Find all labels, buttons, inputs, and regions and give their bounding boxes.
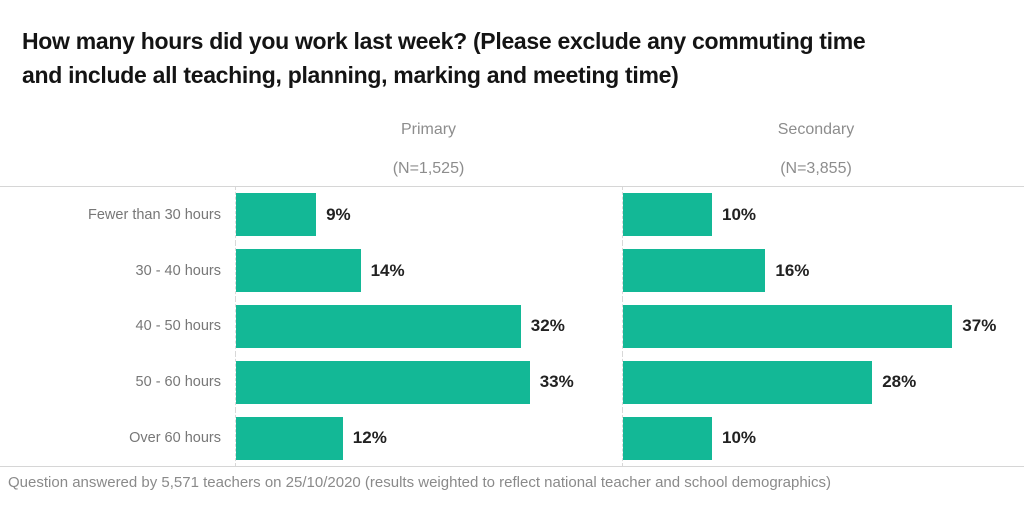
- secondary-panel-cell: 16%: [622, 242, 1010, 299]
- bar-row: Over 60 hours 12% 10%: [0, 410, 1024, 466]
- bar-chart: Fewer than 30 hours 9% 10% 30 - 40 hours 14%…: [0, 186, 1024, 467]
- bar-row: 30 - 40 hours 14% 16%: [0, 242, 1024, 299]
- footnote: Question answered by 5,571 teachers on 2…: [8, 474, 832, 491]
- bar-row: Fewer than 30 hours 9% 10%: [0, 187, 1024, 243]
- secondary-value-label: 16%: [775, 260, 810, 280]
- header-spacer: [0, 120, 235, 179]
- secondary-sample-size: (N=3,855): [780, 160, 852, 177]
- category-label: 30 - 40 hours: [135, 262, 221, 279]
- secondary-panel-cell: 28%: [622, 354, 1010, 411]
- primary-value-label: 33%: [539, 372, 574, 392]
- secondary-panel-cell: 10%: [622, 410, 1010, 466]
- primary-panel-cell: 33%: [235, 354, 622, 411]
- primary-bar: [236, 416, 343, 460]
- bar-row: 50 - 60 hours 33% 28%: [0, 354, 1024, 411]
- primary-value-label: 32%: [530, 316, 565, 336]
- category-label: 50 - 60 hours: [135, 374, 221, 391]
- primary-series-name: Primary: [400, 121, 457, 138]
- category-label: Fewer than 30 hours: [88, 206, 221, 223]
- primary-bar: [236, 249, 361, 293]
- column-headers: Primary (N=1,525) Secondary (N=3,855): [0, 120, 1024, 179]
- chart-title: How many hours did you work last week? (…: [22, 24, 1007, 92]
- primary-panel-cell: 12%: [235, 410, 622, 466]
- primary-sample-size: (N=1,525): [392, 160, 465, 177]
- secondary-value-label: 37%: [962, 316, 997, 336]
- secondary-bar: [623, 360, 873, 404]
- secondary-series-name: Secondary: [777, 121, 855, 138]
- secondary-value-label: 10%: [722, 204, 757, 224]
- chart-title-line-1: How many hours did you work last week? (…: [22, 28, 866, 54]
- secondary-bar: [623, 416, 712, 460]
- secondary-bar: [623, 193, 712, 237]
- primary-bar: [236, 304, 521, 348]
- category-label: Over 60 hours: [129, 430, 221, 447]
- primary-bar: [236, 193, 317, 237]
- bar-row: 40 - 50 hours 32% 37%: [0, 298, 1024, 355]
- secondary-bar: [623, 304, 953, 348]
- primary-panel-cell: 9%: [235, 187, 622, 243]
- category-label: 40 - 50 hours: [135, 318, 221, 335]
- primary-value-label: 14%: [370, 260, 405, 280]
- secondary-panel-cell: 10%: [622, 187, 1010, 243]
- primary-bar: [236, 360, 530, 404]
- secondary-bar: [623, 249, 766, 293]
- primary-panel-cell: 14%: [235, 242, 622, 299]
- primary-value-label: 9%: [326, 204, 351, 224]
- chart-title-line-2: and include all teaching, planning, mark…: [22, 62, 679, 88]
- secondary-panel-cell: 37%: [622, 298, 1010, 355]
- primary-value-label: 12%: [352, 428, 387, 448]
- secondary-value-label: 10%: [722, 428, 757, 448]
- primary-panel-cell: 32%: [235, 298, 622, 355]
- primary-column-header: Primary (N=1,525): [235, 120, 622, 179]
- secondary-value-label: 28%: [882, 372, 917, 392]
- secondary-column-header: Secondary (N=3,855): [622, 120, 1010, 179]
